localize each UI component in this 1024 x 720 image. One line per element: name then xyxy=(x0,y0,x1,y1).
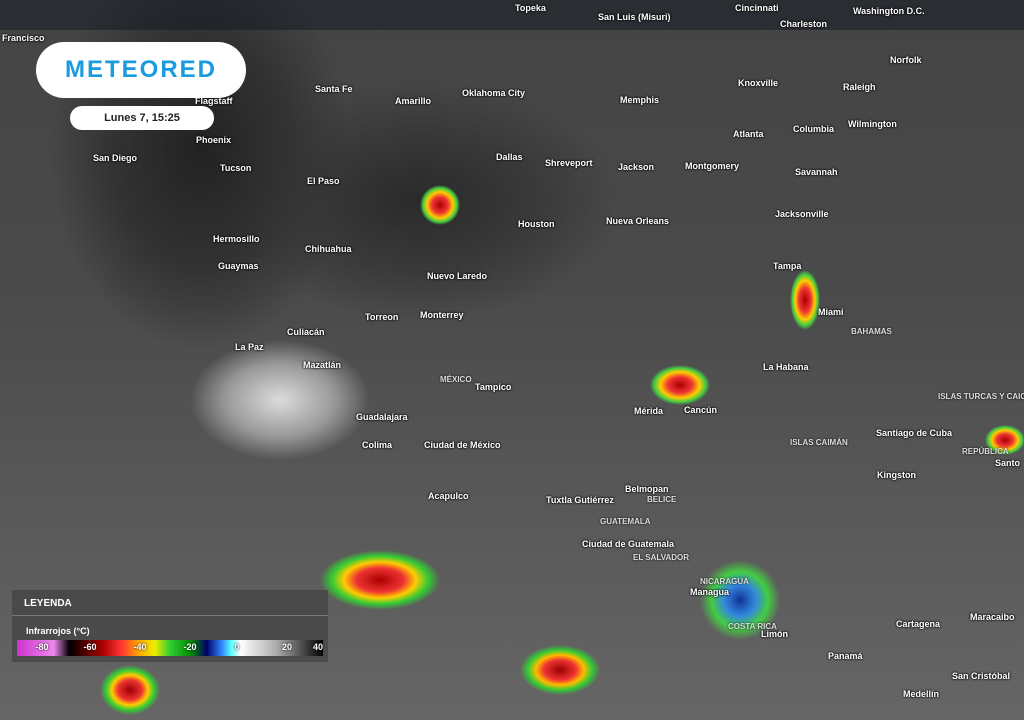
city-label: Miami xyxy=(818,307,844,317)
city-label: Charleston xyxy=(780,19,828,29)
city-label: Belmopan xyxy=(625,484,669,494)
city-label: Monterrey xyxy=(420,310,464,320)
city-label: San Diego xyxy=(93,153,138,163)
city-label: Dallas xyxy=(496,152,523,162)
city-label: Culiacán xyxy=(287,327,325,337)
country-label: EL SALVADOR xyxy=(633,553,690,562)
timestamp-label: Lunes 7, 15:25 xyxy=(70,106,214,130)
city-label: Shreveport xyxy=(545,158,593,168)
city-label: Mazatlán xyxy=(303,360,342,370)
city-label: Managua xyxy=(690,587,730,597)
city-label: Flagstaff xyxy=(195,96,233,106)
city-label: Amarillo xyxy=(395,96,432,106)
country-label: ISLAS CAIMÁN xyxy=(790,438,848,447)
city-label: Tampico xyxy=(475,382,512,392)
city-label: Raleigh xyxy=(843,82,876,92)
city-label: Santo xyxy=(995,458,1021,468)
legend-divider xyxy=(12,615,328,616)
city-label: Washington D.C. xyxy=(853,6,925,16)
city-label: Houston xyxy=(518,219,555,229)
legend-tick: -60 xyxy=(83,642,97,652)
color-scale-bar xyxy=(17,640,323,656)
city-label: Norfolk xyxy=(890,55,922,65)
city-label: Cartagena xyxy=(896,619,941,629)
city-label: Hermosillo xyxy=(213,234,260,244)
city-label: Nuevo Laredo xyxy=(427,271,488,281)
city-label: Knoxville xyxy=(738,78,779,88)
city-label: Santa Fe xyxy=(315,84,353,94)
city-label: Topeka xyxy=(515,3,546,13)
legend-tick: -40 xyxy=(133,642,147,652)
city-label: Jackson xyxy=(618,162,655,172)
city-label: Santiago de Cuba xyxy=(876,428,953,438)
city-label: La Habana xyxy=(763,362,809,372)
country-label: COSTA RICA xyxy=(728,622,777,631)
city-label: Guaymas xyxy=(218,261,259,271)
city-label: Tampa xyxy=(773,261,802,271)
country-label: GUATEMALA xyxy=(600,517,651,526)
city-label: Limón xyxy=(761,629,788,639)
city-label: Francisco xyxy=(2,33,45,43)
city-label: Maracaibo xyxy=(970,612,1015,622)
city-label: Colima xyxy=(362,440,393,450)
country-label: REPÚBLICA xyxy=(962,447,1009,456)
city-label: Atlanta xyxy=(733,129,764,139)
meteored-logo: METEORED xyxy=(36,42,246,98)
legend-title[interactable]: LEYENDA xyxy=(24,598,72,609)
city-label: Acapulco xyxy=(428,491,469,501)
city-label: Jacksonville xyxy=(775,209,829,219)
legend-tick: 0 xyxy=(234,642,240,652)
country-label: BAHAMAS xyxy=(851,327,892,336)
city-label: Wilmington xyxy=(848,119,897,129)
city-label: Mérida xyxy=(634,406,664,416)
city-label: Guadalajara xyxy=(356,412,408,422)
city-label: Tuxtla Gutiérrez xyxy=(546,495,614,505)
legend-panel: LEYENDA Infrarrojos (°C) -80 -60 -40 -20 0 20… xyxy=(12,590,328,662)
city-label: Tucson xyxy=(220,163,252,173)
country-label: BELICE xyxy=(647,495,677,504)
city-label: Cancún xyxy=(684,405,718,415)
city-label: Cincinnati xyxy=(735,3,779,13)
city-label: San Luis (Misuri) xyxy=(598,12,671,22)
city-label: San Cristóbal xyxy=(952,671,1011,681)
city-label: Memphis xyxy=(620,95,660,105)
city-label: Chihuahua xyxy=(305,244,352,254)
city-label: Kingston xyxy=(877,470,916,480)
city-label: Savannah xyxy=(795,167,838,177)
city-label: La Paz xyxy=(235,342,264,352)
legend-tick: 20 xyxy=(281,642,293,652)
city-label: Ciudad de Guatemala xyxy=(582,539,675,549)
top-band xyxy=(0,0,1024,30)
legend-tick: -80 xyxy=(35,642,49,652)
city-label: Columbia xyxy=(793,124,835,134)
city-label: Oklahoma City xyxy=(462,88,526,98)
country-label: NICARAGUA xyxy=(700,577,749,586)
legend-subtitle: Infrarrojos (°C) xyxy=(26,626,90,636)
city-label: El Paso xyxy=(307,176,340,186)
city-label: Nueva Orleans xyxy=(606,216,670,226)
legend-tick: 40 xyxy=(312,642,324,652)
city-label: Panamá xyxy=(828,651,863,661)
city-label: Phoenix xyxy=(196,135,232,145)
city-label: Ciudad de México xyxy=(424,440,501,450)
city-label: Medellín xyxy=(903,689,940,699)
city-label: Montgomery xyxy=(685,161,739,171)
city-label: Torreon xyxy=(365,312,399,322)
legend-tick: -20 xyxy=(183,642,197,652)
country-label: ISLAS TURCAS Y CAICOS xyxy=(938,392,1024,401)
country-label: MÉXICO xyxy=(440,375,472,384)
